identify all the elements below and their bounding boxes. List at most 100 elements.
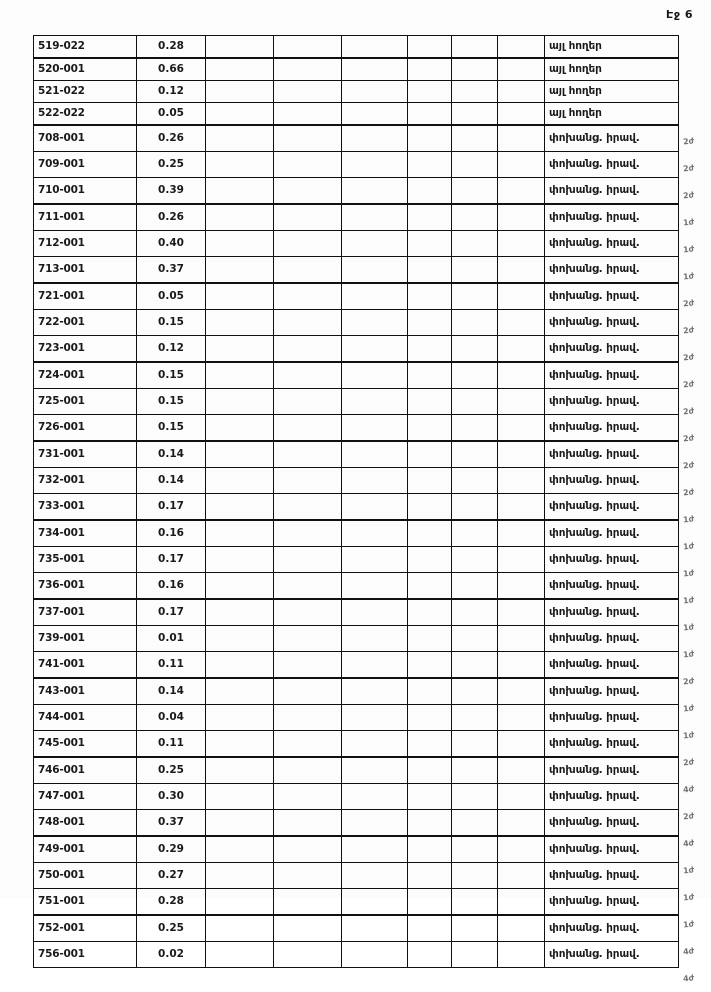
cell-empty-b1 (205, 598, 274, 626)
cell-empty-b4 (407, 783, 452, 810)
cell-parcel-code: 732-001 (33, 467, 137, 494)
margin-mark: 1ժ (682, 244, 695, 255)
margin-mark: 4ժ (682, 838, 695, 849)
margin-mark: 4ժ (682, 784, 695, 795)
table-row: 723-001 0.12 փոխանց. իրավ. (33, 335, 679, 363)
cell-area-value: 0.05 (136, 102, 206, 126)
cell-parcel-code: 521-022 (33, 80, 137, 103)
cell-empty-b1 (205, 282, 274, 310)
cell-land-type: այլ հողեր (544, 80, 679, 103)
cell-empty-b3 (341, 388, 408, 415)
cell-area-value: 0.26 (136, 124, 206, 152)
cell-area-value: 0.25 (136, 756, 206, 784)
table-row: 737-001 0.17 փոխանց. իրավ. (33, 598, 679, 626)
cell-area-value: 0.11 (136, 730, 206, 758)
table-row: 744-001 0.04 փոխանց. իրավ. (33, 704, 679, 731)
cell-empty-b5 (451, 309, 498, 336)
margin-mark: 1ժ (682, 541, 695, 552)
cell-empty-b5 (451, 677, 498, 705)
table-row: 711-001 0.26 փոխանց. իրավ. (33, 203, 679, 231)
cell-empty-b6 (497, 704, 545, 731)
cell-empty-b6 (497, 493, 545, 521)
margin-mark: 2ժ (682, 379, 695, 390)
table-row: 724-001 0.15 փոխանց. իրավ. (33, 361, 679, 389)
cell-empty-b3 (341, 124, 408, 152)
cell-empty-b1 (205, 151, 274, 178)
cell-empty-b6 (497, 151, 545, 178)
cell-empty-b1 (205, 256, 274, 284)
cell-empty-b6 (497, 361, 545, 389)
cell-land-type: փոխանց. իրավ. (544, 388, 679, 415)
cell-empty-b3 (341, 730, 408, 758)
cell-parcel-code: 737-001 (33, 598, 137, 626)
cell-empty-b3 (341, 862, 408, 889)
cell-area-value: 0.14 (136, 440, 206, 468)
cell-area-value: 0.25 (136, 151, 206, 178)
cell-parcel-code: 733-001 (33, 493, 137, 521)
cell-area-value: 0.15 (136, 414, 206, 442)
cell-empty-b2 (273, 519, 342, 547)
cell-empty-b3 (341, 835, 408, 863)
cell-empty-b5 (451, 440, 498, 468)
table-row: 725-001 0.15 փոխանց. իրավ. (33, 388, 679, 415)
cell-empty-b3 (341, 493, 408, 521)
cell-empty-b5 (451, 730, 498, 758)
cell-land-type: փոխանց. իրավ. (544, 256, 679, 284)
cell-empty-b2 (273, 361, 342, 389)
margin-mark: 1ժ (682, 514, 695, 525)
cell-area-value: 0.05 (136, 282, 206, 310)
cell-parcel-code: 741-001 (33, 651, 137, 679)
cell-empty-b4 (407, 309, 452, 336)
cell-empty-b4 (407, 914, 452, 942)
cell-empty-b2 (273, 309, 342, 336)
cell-empty-b4 (407, 467, 452, 494)
cell-empty-b3 (341, 230, 408, 257)
table-row: 708-001 0.26 փոխանց. իրավ. (33, 124, 679, 152)
cell-parcel-code: 752-001 (33, 914, 137, 942)
cell-parcel-code: 734-001 (33, 519, 137, 547)
cell-area-value: 0.15 (136, 309, 206, 336)
cell-empty-b3 (341, 80, 408, 103)
cell-land-type: փոխանց. իրավ. (544, 519, 679, 547)
cell-parcel-code: 709-001 (33, 151, 137, 178)
cell-empty-b5 (451, 862, 498, 889)
cell-parcel-code: 751-001 (33, 888, 137, 916)
cell-empty-b4 (407, 677, 452, 705)
cell-land-type: փոխանց. իրավ. (544, 230, 679, 257)
cell-empty-b4 (407, 282, 452, 310)
cell-empty-b5 (451, 335, 498, 363)
cell-parcel-code: 708-001 (33, 124, 137, 152)
cell-empty-b6 (497, 914, 545, 942)
table-row: 750-001 0.27 փոխանց. իրավ. (33, 862, 679, 889)
cell-empty-b5 (451, 783, 498, 810)
cell-empty-b3 (341, 57, 408, 81)
margin-mark: 2ժ (682, 325, 695, 336)
margin-mark: 1ժ (682, 919, 695, 930)
cell-empty-b6 (497, 809, 545, 837)
cell-empty-b4 (407, 572, 452, 600)
cell-empty-b4 (407, 809, 452, 837)
cell-empty-b1 (205, 941, 274, 968)
table-row: 747-001 0.30 փոխանց. իրավ. (33, 783, 679, 810)
cell-empty-b3 (341, 888, 408, 916)
margin-mark: 1ժ (682, 622, 695, 633)
table-row: 734-001 0.16 փոխանց. իրավ. (33, 519, 679, 547)
cell-empty-b1 (205, 203, 274, 231)
cell-empty-b6 (497, 414, 545, 442)
cell-empty-b4 (407, 440, 452, 468)
table-row: 756-001 0.02 փոխանց. իրավ. (33, 941, 679, 968)
cell-empty-b5 (451, 414, 498, 442)
ledger-table: 519-022 0.28 այլ հողեր 520-001 0.66 այլ հողեր… (33, 35, 679, 968)
cell-area-value: 0.17 (136, 598, 206, 626)
margin-mark: 2ժ (682, 352, 695, 363)
margin-mark: 2ժ (682, 433, 695, 444)
ledger-table-container: 519-022 0.28 այլ հողեր 520-001 0.66 այլ հողեր… (33, 35, 679, 968)
cell-empty-b2 (273, 256, 342, 284)
margin-mark (682, 57, 711, 83)
cell-parcel-code: 744-001 (33, 704, 137, 731)
cell-parcel-code: 725-001 (33, 388, 137, 415)
cell-empty-b4 (407, 335, 452, 363)
margin-mark: 2ժ (682, 298, 695, 309)
cell-parcel-code: 522-022 (33, 102, 137, 126)
cell-empty-b3 (341, 519, 408, 547)
